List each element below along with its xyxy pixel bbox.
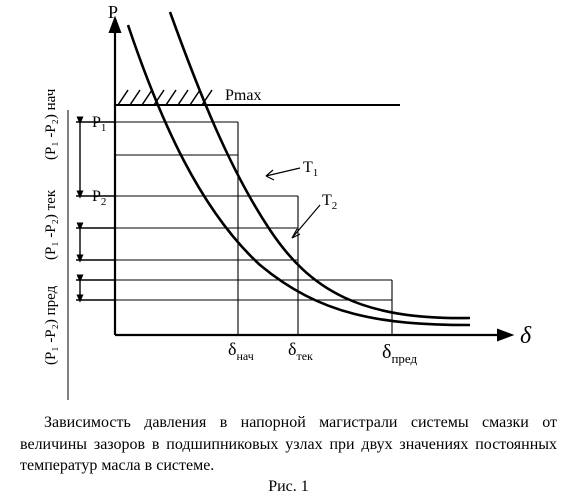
figure-caption: Зависимость давления в напорной магистра… [20, 412, 557, 477]
side-label-nach: (P₁ -P₂) нач [43, 88, 59, 160]
svg-text:T1: T1 [303, 159, 318, 179]
curve-label-t2: T2 [292, 192, 337, 238]
p2-group: P2 [92, 188, 298, 208]
curve-label-t1: T1 [266, 159, 318, 180]
diff-pred-bracket [76, 280, 115, 300]
diff-tek-bracket [76, 228, 115, 260]
curve-t1 [170, 12, 470, 318]
t2-helpers [115, 155, 392, 300]
figure-number: Рис. 1 [0, 478, 577, 496]
diff-nach-bracket [76, 122, 115, 196]
delta-labels: δнач δтек δпред [228, 339, 417, 366]
figure-container: Pmax T1 T2 P1 P2 δнач δтек δпр [0, 0, 577, 500]
svg-text:δпред: δпред [382, 341, 417, 366]
svg-text:δнач: δнач [228, 339, 254, 363]
y-axis-label: P [108, 2, 118, 22]
svg-text:δтек: δтек [288, 339, 313, 363]
x-axis-label: δ [520, 323, 532, 349]
pmax-label: Pmax [225, 87, 261, 104]
svg-text:P2: P2 [92, 188, 106, 208]
svg-text:T2: T2 [322, 192, 337, 212]
side-label-pred: (P₁ -P₂) пред [43, 285, 59, 365]
side-label-tek: (P₁ -P₂) тек [43, 189, 59, 260]
chart-svg: Pmax T1 T2 P1 P2 δнач δтек δпр [0, 0, 577, 410]
svg-text:P1: P1 [92, 114, 106, 134]
